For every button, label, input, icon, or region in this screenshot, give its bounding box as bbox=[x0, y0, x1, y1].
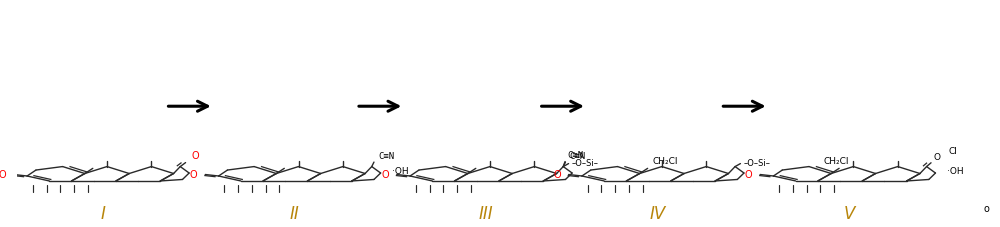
Text: O: O bbox=[553, 170, 561, 180]
Text: –O–Si–: –O–Si– bbox=[743, 159, 770, 168]
Text: O: O bbox=[934, 153, 941, 162]
Text: CH₂Cl: CH₂Cl bbox=[824, 157, 849, 166]
Text: IV: IV bbox=[650, 205, 666, 223]
Text: CH₂Cl: CH₂Cl bbox=[652, 157, 678, 166]
Text: O: O bbox=[381, 170, 389, 180]
Text: Cl: Cl bbox=[948, 147, 957, 156]
Text: C≡N: C≡N bbox=[567, 151, 583, 160]
Text: II: II bbox=[290, 205, 300, 223]
Text: O: O bbox=[745, 170, 752, 180]
Text: ·OH: ·OH bbox=[392, 168, 409, 176]
Text: ·OH: ·OH bbox=[947, 168, 964, 176]
Text: V: V bbox=[844, 205, 855, 223]
Text: C≡N: C≡N bbox=[569, 152, 586, 161]
Text: O: O bbox=[0, 170, 6, 180]
Text: I: I bbox=[101, 205, 106, 223]
Text: O: O bbox=[191, 151, 199, 161]
Text: III: III bbox=[479, 205, 494, 223]
Text: O: O bbox=[190, 170, 197, 180]
Text: C≡N: C≡N bbox=[378, 152, 394, 161]
Text: o: o bbox=[984, 204, 989, 214]
Text: –O–Si–: –O–Si– bbox=[572, 159, 599, 168]
